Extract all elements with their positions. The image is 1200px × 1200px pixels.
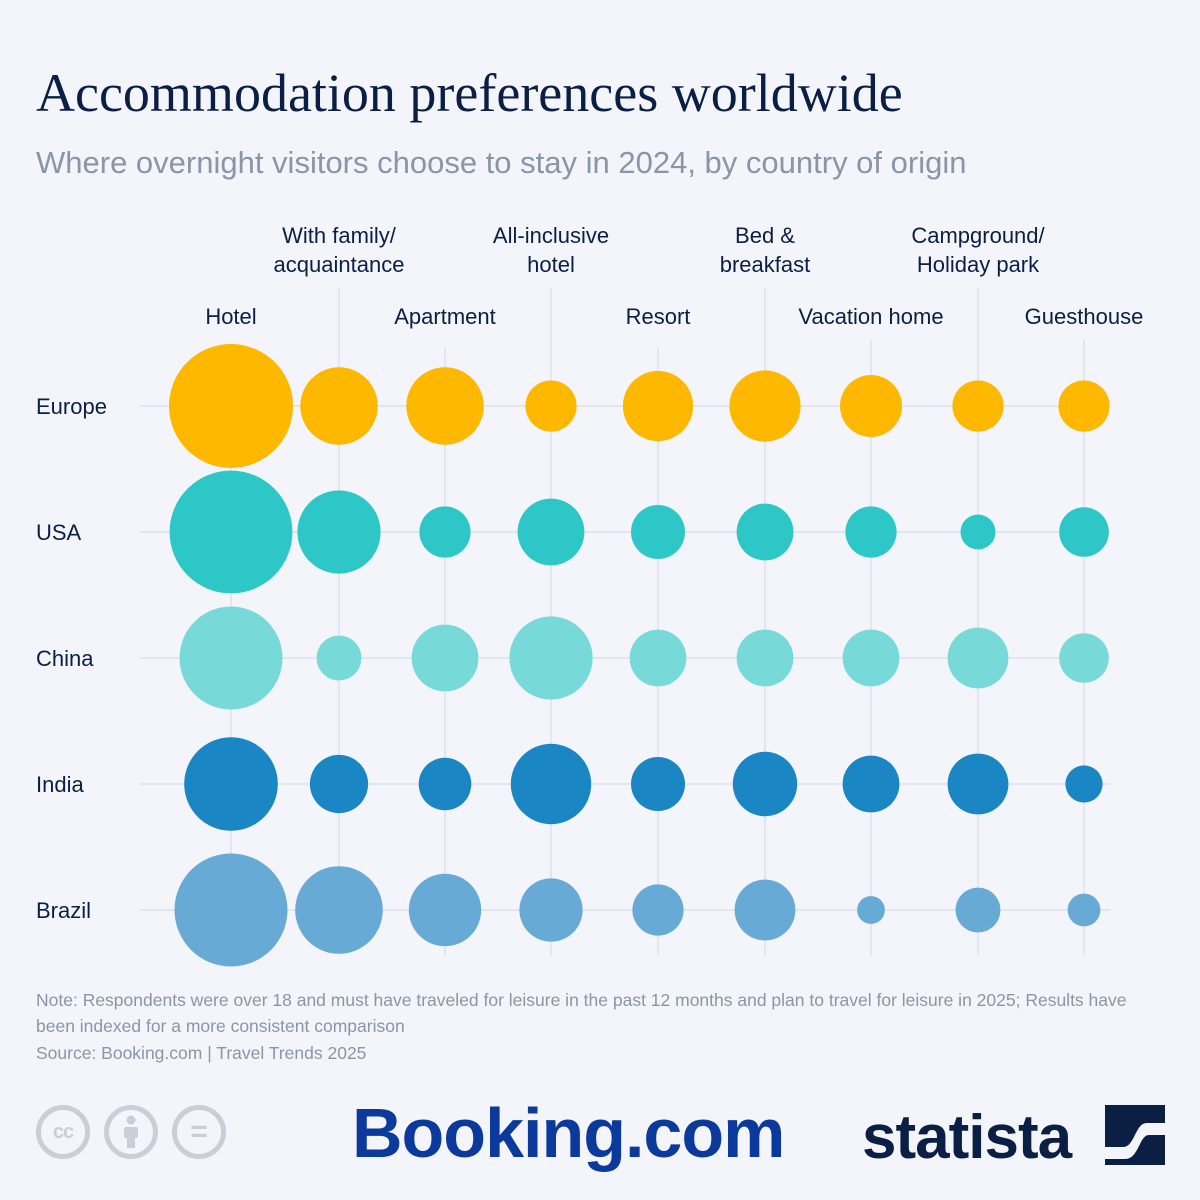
bubble xyxy=(510,743,592,825)
statista-logo[interactable]: statista xyxy=(862,1103,1072,1172)
bubble xyxy=(519,878,583,942)
column-label: Hotel xyxy=(205,304,256,329)
bubble xyxy=(419,506,471,558)
bubble xyxy=(631,505,685,559)
bubble xyxy=(1058,380,1110,432)
bubble xyxy=(729,370,801,442)
bubble xyxy=(732,751,798,817)
chart-title: Accommodation preferences worldwide xyxy=(36,63,903,123)
bubble xyxy=(297,490,381,574)
bubble xyxy=(411,624,479,692)
column-label: Vacation home xyxy=(798,304,943,329)
bubble xyxy=(169,470,293,594)
bubble xyxy=(300,367,378,445)
bubble xyxy=(947,753,1009,815)
row-label: USA xyxy=(36,520,82,545)
row-label: India xyxy=(36,772,84,797)
row-label: Europe xyxy=(36,394,107,419)
license-icons: cc = xyxy=(36,1105,226,1159)
row-label: Brazil xyxy=(36,898,91,923)
bubble xyxy=(1065,765,1103,803)
bubble xyxy=(632,884,684,936)
bubble xyxy=(955,887,1001,933)
booking-logo[interactable]: Booking.com xyxy=(352,1094,785,1172)
bubble xyxy=(622,370,694,442)
bubble xyxy=(842,629,900,687)
bubble xyxy=(295,866,383,954)
bubble xyxy=(316,635,362,681)
bubble xyxy=(1067,893,1101,927)
creative-commons-icon[interactable]: cc xyxy=(36,1105,90,1159)
bubble xyxy=(309,754,369,814)
bubble xyxy=(408,873,482,947)
bubble xyxy=(525,380,577,432)
bubble xyxy=(517,498,585,566)
bubble xyxy=(406,367,484,445)
bubble xyxy=(418,757,472,811)
bubble xyxy=(169,344,293,468)
bubble xyxy=(736,629,794,687)
bubble xyxy=(736,503,794,561)
bubble-chart: Hotel With family/acquaintance Apartment Al… xyxy=(36,223,1144,967)
chart-subtitle: Where overnight visitors choose to stay … xyxy=(36,145,967,180)
footnote: Note: Respondents were over 18 and must … xyxy=(36,990,1127,1036)
bubble xyxy=(947,627,1009,689)
column-label: Guesthouse xyxy=(1025,304,1144,329)
attribution-icon[interactable] xyxy=(104,1105,158,1159)
bubble xyxy=(631,757,685,811)
column-label: All-inclusive hotel xyxy=(493,223,609,277)
bubble xyxy=(952,380,1004,432)
bubble xyxy=(1059,507,1109,557)
column-label: Bed & breakfast xyxy=(720,223,811,277)
person-icon xyxy=(124,1115,138,1148)
bubble xyxy=(509,616,593,700)
bubble xyxy=(842,755,900,813)
bubble xyxy=(184,737,278,831)
column-label: Campground/Holiday park xyxy=(911,223,1045,277)
bubble xyxy=(960,514,996,550)
bubble xyxy=(845,506,897,558)
statista-mark-icon xyxy=(1105,1105,1165,1165)
row-label: China xyxy=(36,646,94,671)
bubble xyxy=(734,879,796,941)
column-label: Resort xyxy=(626,304,691,329)
no-derivatives-icon[interactable]: = xyxy=(172,1105,226,1159)
column-label: With family/acquaintance xyxy=(274,223,405,277)
bubble xyxy=(174,853,288,967)
source-line: Source: Booking.com | Travel Trends 2025 xyxy=(36,1043,367,1063)
bubble xyxy=(179,606,283,710)
bubble xyxy=(629,629,687,687)
bubble xyxy=(1059,633,1109,683)
column-label: Apartment xyxy=(394,304,496,329)
bubble xyxy=(840,375,902,437)
bubble xyxy=(857,896,885,924)
